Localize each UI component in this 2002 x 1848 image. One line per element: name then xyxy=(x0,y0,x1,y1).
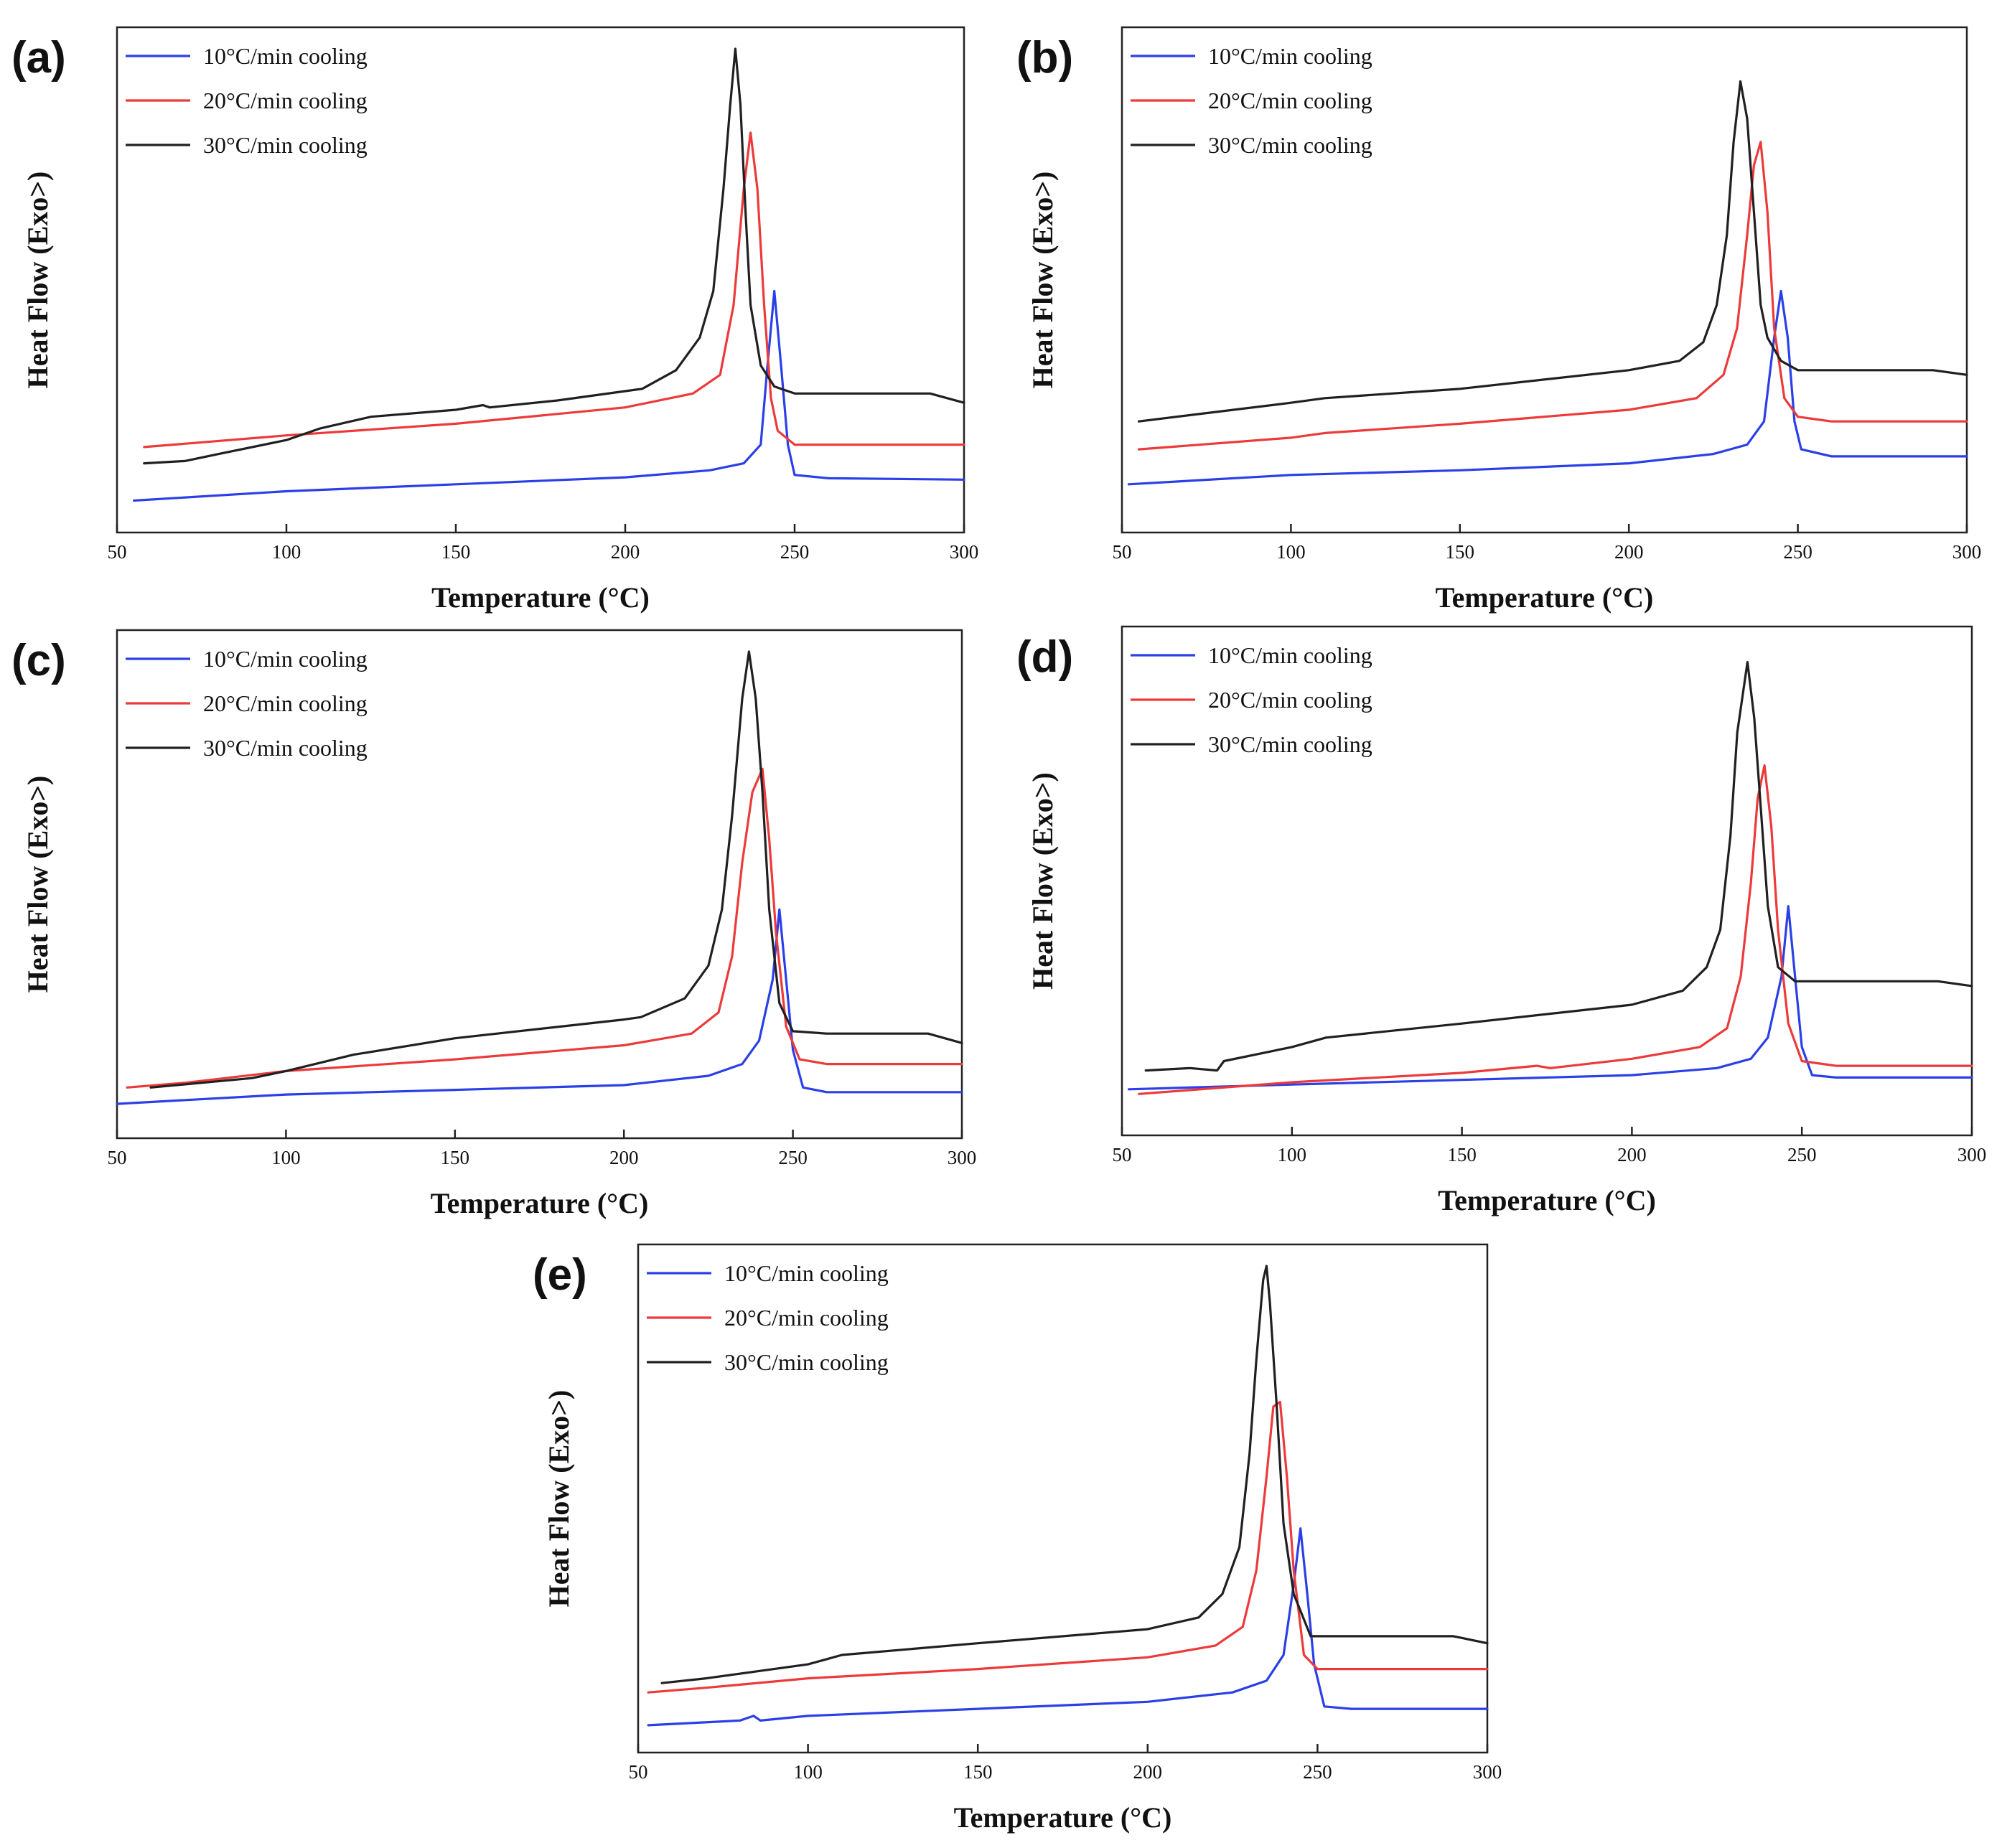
y-axis-label: Heat Flow (Exo>) xyxy=(543,1390,575,1608)
panel-b: 50 100 150 200 250 300 10°C/min cooling 20°C/mi… xyxy=(1016,26,1982,614)
series-line-30c-min xyxy=(143,47,965,465)
x-tick-label: 200 xyxy=(1133,1761,1163,1783)
x-tick-label: 250 xyxy=(1303,1761,1332,1783)
x-tick-label: 150 xyxy=(441,541,471,563)
x-tick-label: 100 xyxy=(272,541,301,563)
panel-letter: (c) xyxy=(11,636,66,685)
x-tick-label: 150 xyxy=(1446,541,1475,563)
x-tick-label: 200 xyxy=(1614,541,1644,563)
x-axis-label: Temperature (°C) xyxy=(431,581,650,614)
legend-label: 30°C/min cooling xyxy=(724,1349,889,1375)
x-tick-label: 100 xyxy=(793,1761,823,1783)
x-tick-label: 300 xyxy=(1957,1144,1987,1165)
y-axis-label: Heat Flow (Exo>) xyxy=(22,776,54,993)
legend-label: 30°C/min cooling xyxy=(1208,731,1372,757)
plot-frame xyxy=(116,629,963,1140)
x-tick-label: 200 xyxy=(611,541,640,563)
series-line-20c-min xyxy=(647,1400,1489,1694)
x-tick-label: 250 xyxy=(778,1147,808,1168)
panel-d: 50 100 150 200 250 300 10°C/min cooling 20°C/mi… xyxy=(1016,625,1987,1216)
legend-label: 10°C/min cooling xyxy=(724,1260,889,1286)
x-tick-label: 50 xyxy=(1113,541,1132,563)
legend-label: 10°C/min cooling xyxy=(1208,642,1372,668)
x-tick-label: 50 xyxy=(108,541,127,563)
series-line-10c-min xyxy=(133,289,965,502)
x-tick-label: 250 xyxy=(780,541,810,563)
legend-label: 10°C/min cooling xyxy=(203,646,368,672)
panel-letter: (a) xyxy=(11,33,66,83)
x-tick-label: 150 xyxy=(963,1761,993,1783)
series-line-10c-min xyxy=(1127,905,1973,1091)
x-axis-label: Temperature (°C) xyxy=(1436,581,1654,614)
x-tick-label: 50 xyxy=(629,1761,648,1783)
x-tick-label: 300 xyxy=(948,1147,977,1168)
series-line-20c-min xyxy=(1137,141,1968,451)
plot-frame xyxy=(637,1243,1489,1754)
x-axis-label: Temperature (°C) xyxy=(954,1801,1172,1834)
panel-e: 50 100 150 200 250 300 10°C/min cooling 20°C/mi… xyxy=(533,1243,1502,1834)
legend-label: 20°C/min cooling xyxy=(1208,687,1372,713)
panel-letter: (e) xyxy=(533,1250,587,1300)
x-tick-label: 250 xyxy=(1783,541,1812,563)
y-axis-label: Heat Flow (Exo>) xyxy=(1026,172,1059,389)
x-tick-label: 100 xyxy=(1278,1144,1307,1165)
x-axis-label: Temperature (°C) xyxy=(1438,1184,1656,1216)
plot-frame xyxy=(1121,26,1968,534)
panel-c: 50 100 150 200 250 300 10°C/min cooling 20°C/mi… xyxy=(11,629,977,1219)
series-line-30c-min xyxy=(1144,661,1973,1072)
legend-label: 30°C/min cooling xyxy=(203,132,368,158)
x-tick-label: 150 xyxy=(441,1147,470,1168)
x-tick-label: 150 xyxy=(1447,1144,1477,1165)
legend-label: 20°C/min cooling xyxy=(724,1305,889,1331)
plot-frame xyxy=(1121,625,1973,1137)
x-tick-label: 300 xyxy=(1473,1761,1502,1783)
x-tick-label: 200 xyxy=(1617,1144,1647,1165)
x-tick-label: 50 xyxy=(108,1147,127,1168)
legend-label: 30°C/min cooling xyxy=(1208,132,1372,158)
y-axis-label: Heat Flow (Exo>) xyxy=(1026,772,1059,990)
x-tick-label: 200 xyxy=(609,1147,639,1168)
panel-letter: (b) xyxy=(1016,33,1073,83)
plot-frame xyxy=(116,26,965,534)
panel-a: 50 100 150 200 250 300 10°C/min cooling 20°C/mi… xyxy=(11,26,979,614)
x-tick-label: 100 xyxy=(1276,541,1306,563)
panel-letter: (d) xyxy=(1016,632,1073,682)
legend-label: 10°C/min cooling xyxy=(203,43,368,69)
legend-label: 20°C/min cooling xyxy=(203,88,368,113)
legend-label: 20°C/min cooling xyxy=(203,690,368,716)
series-line-30c-min xyxy=(660,1265,1489,1684)
series-line-20c-min xyxy=(1138,764,1973,1095)
x-tick-label: 50 xyxy=(1113,1144,1132,1165)
legend-label: 30°C/min cooling xyxy=(203,735,368,761)
x-tick-label: 300 xyxy=(1952,541,1982,563)
series-line-10c-min xyxy=(116,908,963,1105)
legend-label: 20°C/min cooling xyxy=(1208,88,1372,113)
x-axis-label: Temperature (°C) xyxy=(431,1187,649,1219)
series-line-30c-min xyxy=(1137,80,1968,423)
x-tick-label: 100 xyxy=(271,1147,301,1168)
legend-label: 10°C/min cooling xyxy=(1208,43,1372,69)
series-line-10c-min xyxy=(647,1527,1489,1727)
y-axis-label: Heat Flow (Exo>) xyxy=(22,172,54,389)
series-line-10c-min xyxy=(1127,289,1968,486)
x-tick-label: 250 xyxy=(1787,1144,1817,1165)
x-tick-label: 300 xyxy=(950,541,979,563)
series-line-20c-min xyxy=(126,767,963,1089)
series-line-30c-min xyxy=(149,650,963,1089)
